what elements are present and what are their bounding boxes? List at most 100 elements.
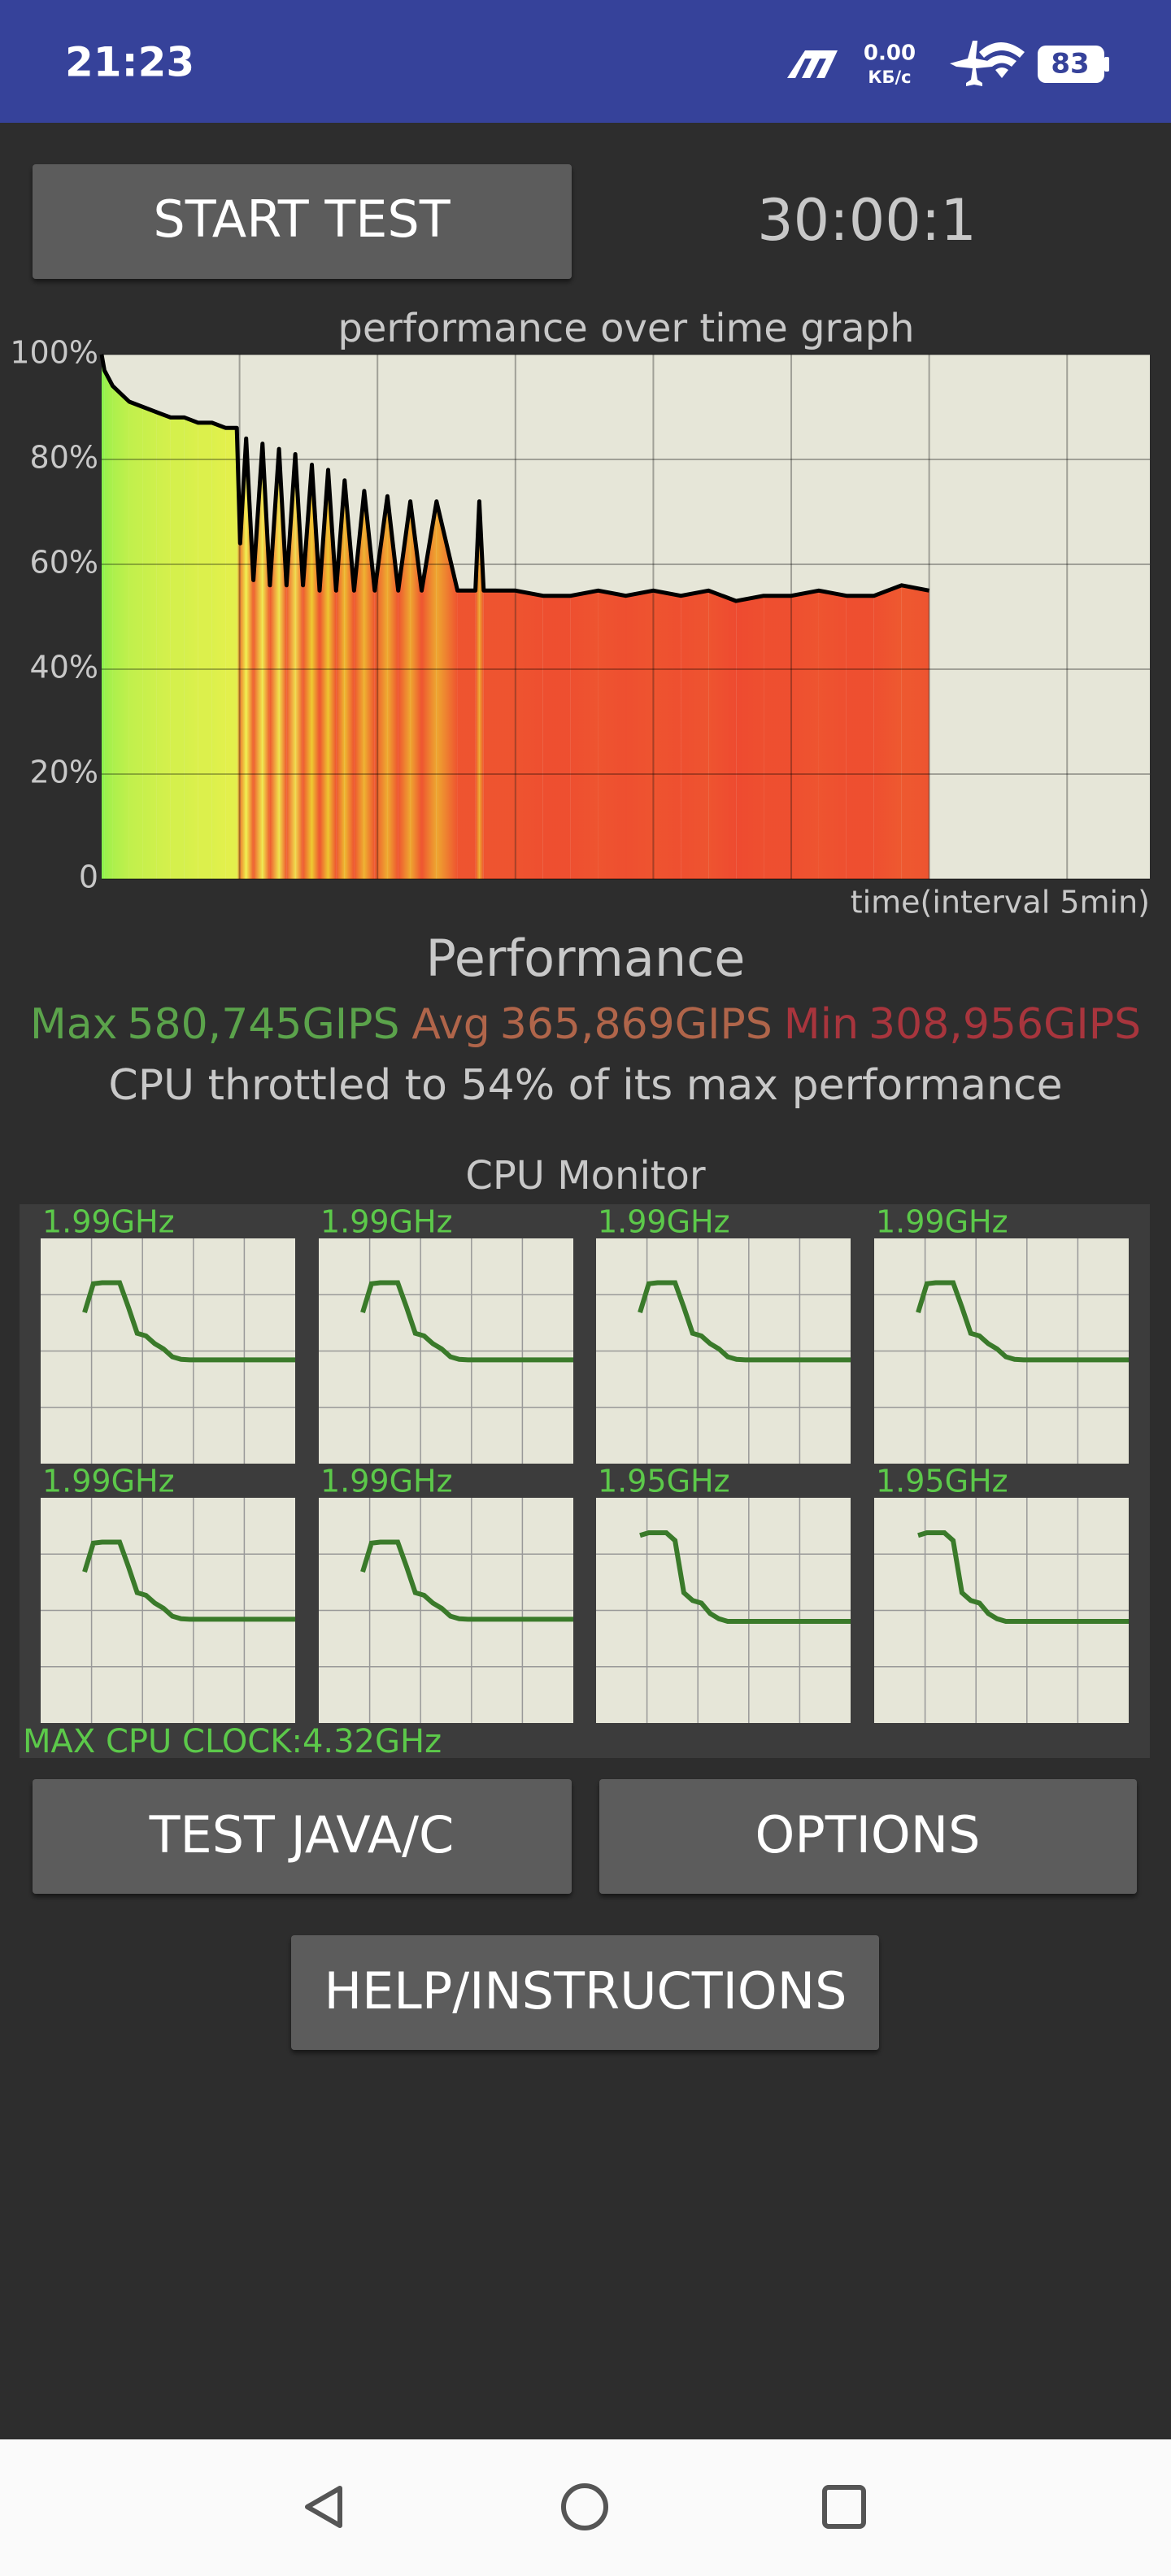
core-frequency-line — [82, 1539, 295, 1622]
core-frequency: 1.99GHz — [320, 1464, 453, 1499]
area-segment — [436, 501, 458, 879]
navigation-bar — [0, 2439, 1171, 2576]
area-segment — [483, 590, 516, 879]
stat-label: Avg — [411, 1000, 490, 1049]
home-button[interactable] — [561, 2483, 608, 2530]
start-test-label: START TEST — [153, 189, 451, 249]
core-frequency-line — [917, 1530, 1129, 1624]
area-segment — [846, 595, 874, 879]
core-frequency: 1.99GHz — [876, 1204, 1008, 1240]
help-button[interactable] — [291, 1935, 879, 2050]
core-frequency-line — [638, 1280, 851, 1363]
timer: 30:00:1 — [757, 187, 977, 254]
area-segment — [708, 590, 737, 879]
area-segment — [363, 490, 375, 879]
test-java-button[interactable] — [33, 1779, 572, 1894]
area-segment — [170, 417, 185, 879]
area-segment — [104, 370, 113, 880]
core-frequency-line — [639, 1530, 851, 1624]
area-segment — [901, 585, 929, 879]
area-segment — [112, 385, 129, 879]
y-tick-label: 80% — [30, 440, 98, 476]
y-tick-label: 60% — [30, 545, 98, 581]
battery-level: 83 — [1051, 48, 1089, 80]
options-label: OPTIONS — [755, 1805, 981, 1865]
area-segment — [156, 411, 171, 879]
area-segment — [475, 501, 480, 879]
area-segment — [479, 501, 484, 879]
area-segment — [791, 590, 819, 879]
y-tick-label: 40% — [30, 650, 98, 685]
start-test-button[interactable] — [33, 164, 572, 279]
net-unit: КБ/с — [868, 67, 911, 87]
area-segment — [542, 595, 571, 879]
area-segment — [570, 590, 599, 879]
core-frequency: 1.95GHz — [876, 1464, 1008, 1499]
stat-value: 365,869GIPS — [500, 1000, 773, 1049]
area-segment — [625, 590, 654, 879]
back-button[interactable] — [305, 2486, 342, 2528]
area-segment — [211, 422, 226, 879]
area-segment — [515, 590, 543, 879]
area-segment — [102, 355, 105, 879]
core-frequency-line — [916, 1280, 1129, 1363]
area-segment — [398, 501, 411, 879]
core-frequency: 1.99GHz — [598, 1204, 730, 1240]
core-frequency: 1.99GHz — [42, 1204, 175, 1240]
performance-line — [99, 354, 930, 603]
x-axis-label: time(interval 5min) — [851, 885, 1150, 920]
recents-button[interactable] — [822, 2485, 866, 2529]
core-frequency-line — [360, 1539, 573, 1622]
area-segment — [240, 438, 246, 879]
stat-label: Max — [30, 1000, 118, 1049]
area-segment — [873, 585, 902, 879]
area-segment — [142, 407, 157, 879]
options-button[interactable] — [599, 1779, 1137, 1894]
battery-tip — [1104, 57, 1109, 72]
y-tick-label: 20% — [30, 755, 98, 790]
area-segment — [184, 417, 198, 879]
battery-icon — [1038, 46, 1104, 83]
core-frequency: 1.95GHz — [598, 1464, 730, 1499]
clock: 21:23 — [65, 39, 194, 86]
area-segment — [818, 590, 847, 879]
area-segment — [354, 490, 364, 879]
help-label: HELP/INSTRUCTIONS — [324, 1961, 847, 2021]
cpu-monitor-title: CPU Monitor — [465, 1153, 706, 1199]
area-segment — [387, 496, 398, 879]
area-segment — [198, 422, 212, 879]
stat-value: 308,956GIPS — [868, 1000, 1141, 1049]
area-segment — [457, 590, 476, 879]
area-segment — [736, 595, 764, 879]
area-segment — [653, 590, 681, 879]
cpu-cores: 1.99GHz 1.99GHz 1.99GHz 1.99GHz 1.99GHz 1.99G… — [41, 1204, 1129, 1723]
area-segment — [225, 428, 237, 879]
area-segment — [374, 496, 388, 879]
core-frequency: 1.99GHz — [320, 1204, 453, 1240]
throttle-summary: CPU throttled to 54% of its max performa… — [108, 1061, 1062, 1110]
y-tick-label: 100% — [10, 335, 98, 371]
area-segment — [598, 590, 626, 879]
stat-value: 580,745GIPS — [127, 1000, 400, 1049]
core-frequency-line — [360, 1280, 573, 1363]
max-cpu-clock: MAX CPU CLOCK:4.32GHz — [23, 1723, 442, 1760]
y-tick-label: 0 — [79, 859, 98, 895]
area-segment — [410, 501, 422, 879]
core-frequency-line — [82, 1280, 295, 1363]
performance-chart: 0 20% 40% 60% 80% 100% — [10, 335, 1150, 895]
core-frequency: 1.99GHz — [42, 1464, 175, 1499]
performance-title: Performance — [426, 929, 746, 988]
test-java-label: TEST JAVA/C — [149, 1805, 455, 1865]
carrier-icon — [787, 50, 838, 78]
area-segment — [421, 501, 437, 879]
area-segment — [681, 590, 709, 879]
airplane-icon — [950, 41, 992, 86]
stat-label: Min — [784, 1000, 859, 1049]
wifi-icon — [979, 42, 1025, 78]
chart-title: performance over time graph — [337, 306, 914, 351]
performance-stats: Max 580,745GIPS Avg 365,869GIPS Min 308,956GI… — [30, 1000, 1141, 1049]
net-speed: 0.00 — [864, 41, 916, 66]
area-segment — [128, 402, 143, 879]
